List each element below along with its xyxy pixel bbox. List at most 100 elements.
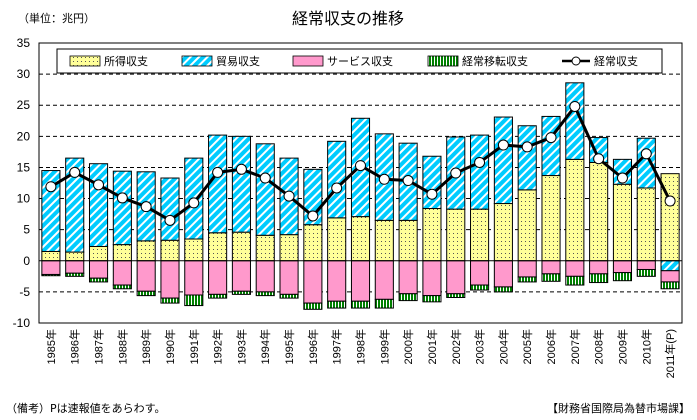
bar-income [493,203,513,262]
bar-transfers [160,297,180,304]
x-tick-label: 1988年 [115,329,129,364]
bar-services [208,260,228,295]
bar-services [160,260,180,299]
bar-services [350,260,371,302]
current-account-point [69,166,81,178]
bars [41,82,680,310]
bar-transfers [112,284,132,290]
x-tick-label: 2010年 [639,329,653,364]
bar-income [446,208,466,262]
current-account-point [545,132,557,144]
bar-income [327,217,347,262]
bar-services [327,260,347,302]
bar-income [565,158,585,262]
bar-services [589,260,609,275]
bar-transfers [279,293,299,299]
bar-services [398,260,418,295]
bar-trade [493,116,513,205]
bar-trade [41,170,61,252]
legend-label-trade: 貿易収支 [216,55,260,68]
current-account-point [164,214,176,226]
bar-income [65,251,85,262]
x-tick-label: 2008年 [592,329,606,364]
bar-transfers [65,272,85,277]
legend-swatch-services [292,55,324,67]
bar-income [303,224,323,262]
x-tick-label: 1994年 [258,329,272,364]
x-tick-label: 1987年 [92,329,106,364]
bar-transfers [374,298,394,309]
bar-transfers [493,286,513,293]
bar-income [112,244,132,262]
bar-transfers [255,291,275,297]
current-account-point [331,182,343,194]
y-tick-label: 0 [23,254,30,268]
current-account-point [259,172,271,184]
legend-label-services: サービス収支 [327,55,393,68]
bar-transfers [660,281,680,290]
bar-income [255,234,275,262]
bar-services [493,260,513,288]
bar-services [565,260,585,277]
bar-income [517,189,537,262]
current-account-line [45,100,676,226]
x-tick-label: 2006年 [544,329,558,364]
bar-income [208,232,228,262]
current-account-point [283,190,295,202]
bar-services [303,260,323,304]
x-tick-label: 1995年 [282,329,296,364]
unit-label: （単位：兆円） [18,11,95,25]
x-tick-label: 2000年 [401,329,415,364]
x-tick-label: 2001年 [425,329,439,364]
bar-services [65,260,85,274]
current-account-point [235,163,247,175]
x-axis-ticks: 1985年 1986年 1987年 1988年 1989年 1990年 1991年 1992年… [44,329,677,378]
bar-transfers [136,290,156,297]
bar-income [160,239,180,262]
current-account-point [93,179,105,191]
x-tick-label: 1990年 [163,329,177,364]
y-tick-label: 20 [17,129,31,143]
current-account-point [640,148,652,160]
x-tick-label: 2004年 [496,329,510,364]
bar-services [231,260,251,292]
bar-transfers [41,273,61,277]
bar-transfers [565,275,585,286]
bar-trade [208,134,228,234]
bar-transfers [184,294,204,307]
y-tick-label: 30 [17,67,31,81]
x-tick-label: 1992年 [211,329,225,364]
x-tick-label: 1997年 [330,329,344,364]
bar-trade [255,143,275,236]
current-account-point [378,173,390,185]
legend-label-current: 経常収支 [594,55,638,68]
footnote: （備考）Pは速報値をあらわす。 [6,402,166,415]
bar-income [136,240,156,262]
bar-income [350,216,371,262]
current-account-point [116,192,128,204]
bar-income [279,234,299,262]
bar-services [470,260,490,286]
current-account-point [497,139,509,151]
bar-services [279,260,299,295]
bar-services [136,260,156,292]
x-tick-label: 1993年 [234,329,248,364]
current-account-point [593,153,605,165]
bar-income [636,187,656,262]
bar-services [446,260,466,295]
x-tick-label: 2003年 [473,329,487,364]
current-account-point [140,201,152,213]
bar-income [398,219,418,262]
x-tick-label: 2007年 [568,329,582,364]
bar-services [374,260,394,300]
bar-transfers [470,284,490,291]
bar-income [231,231,251,262]
bar-income [470,208,490,262]
plot-frame [38,42,683,324]
bar-income [374,219,394,262]
bar-services [612,260,633,274]
bar-transfers [422,295,442,303]
x-tick-label: 1991年 [187,329,201,364]
bar-services [422,260,442,297]
